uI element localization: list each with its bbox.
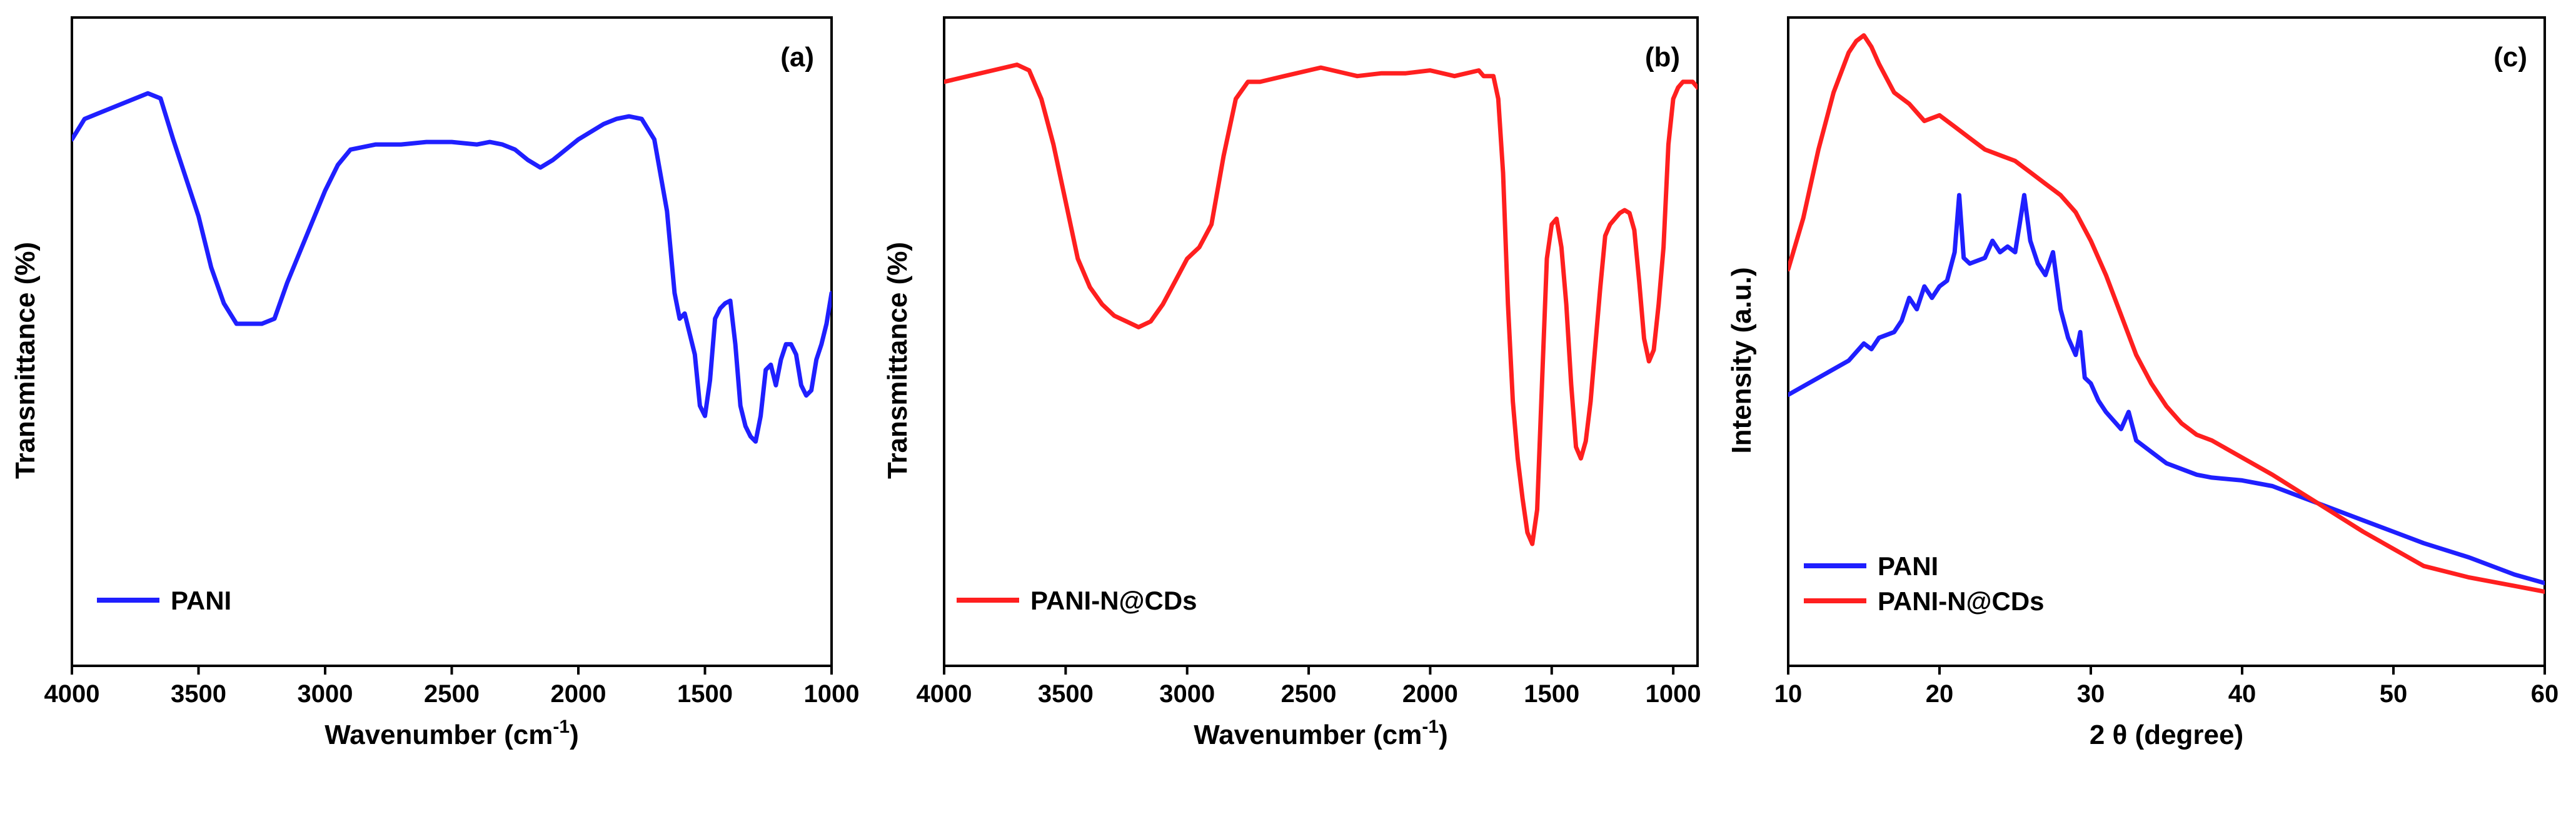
- legend-label: PANI-N@CDs: [1030, 586, 1197, 615]
- y-axis-label: Transmittance (%): [10, 242, 41, 479]
- panel-label: (c): [2493, 42, 2527, 73]
- x-tick-label: 2000: [551, 680, 606, 708]
- x-tick-label: 1000: [804, 680, 860, 708]
- x-tick-label: 2500: [1281, 680, 1337, 708]
- x-tick-label: 50: [2380, 680, 2408, 708]
- x-tick-label: 1500: [677, 680, 733, 708]
- x-tick-label: 4000: [44, 680, 100, 708]
- legend-label: PANI: [1878, 551, 1938, 581]
- x-axis-label-end: ): [570, 720, 579, 750]
- series-line-pani-n-cds: [944, 63, 1698, 546]
- legend: PANI-N@CDs: [957, 586, 1197, 615]
- x-tick-label: 1500: [1524, 680, 1579, 708]
- series-line-pani: [1788, 193, 2545, 586]
- x-tick-label: 1000: [1646, 680, 1701, 708]
- x-tick-label: 20: [1926, 680, 1954, 708]
- x-tick-label: 2500: [424, 680, 480, 708]
- plot-frame: [1787, 16, 2546, 667]
- y-axis-label: Intensity (a.u.): [1726, 267, 1757, 453]
- chart-panel-1: 4000 3500 3000 2500 2000 1500 1000 Wavenumber (…: [10, 16, 860, 750]
- plot-frame: [943, 16, 1699, 667]
- x-tick-label: 3000: [298, 680, 353, 708]
- legend: PANI: [97, 586, 231, 615]
- x-tick-label: 60: [2531, 680, 2559, 708]
- x-axis-label: 2 θ (degree): [2090, 720, 2243, 750]
- series-line-pani: [72, 91, 832, 444]
- x-axis-label-superscript: -1: [553, 716, 570, 737]
- x-axis-label: Wavenumber (cm-1): [325, 716, 578, 750]
- y-axis-label: Transmittance (%): [882, 242, 913, 479]
- x-tick-label: 30: [2077, 680, 2105, 708]
- x-tick-label: 3000: [1159, 680, 1215, 708]
- x-axis-label-end: ): [1439, 720, 1448, 750]
- panel-label: (b): [1645, 42, 1680, 73]
- x-axis-label: Wavenumber (cm-1): [1194, 716, 1447, 750]
- x-tick-label: 2000: [1402, 680, 1458, 708]
- legend-label: PANI-N@CDs: [1878, 586, 2045, 616]
- chart-panel-3: 10 20 30 40 50 60 2 θ (degree) Intensity (a.u.)…: [1726, 16, 2559, 750]
- x-tick-label: 4000: [917, 680, 972, 708]
- legend: PANI PANI-N@CDs: [1804, 551, 2045, 616]
- plot-frame: [71, 16, 833, 667]
- x-tick-label: 3500: [171, 680, 226, 708]
- chart-panel-2: 4000 3500 3000 2500 2000 1500 1000 Wavenumber (…: [882, 16, 1701, 750]
- series-line-pani-n-cds: [1788, 33, 2545, 594]
- x-axis-label-superscript: -1: [1422, 716, 1439, 737]
- x-tick-label: 3500: [1038, 680, 1094, 708]
- x-tick-label: 40: [2228, 680, 2257, 708]
- legend-label: PANI: [171, 586, 231, 615]
- panel-label: (a): [780, 42, 814, 73]
- x-tick-label: 10: [1774, 680, 1803, 708]
